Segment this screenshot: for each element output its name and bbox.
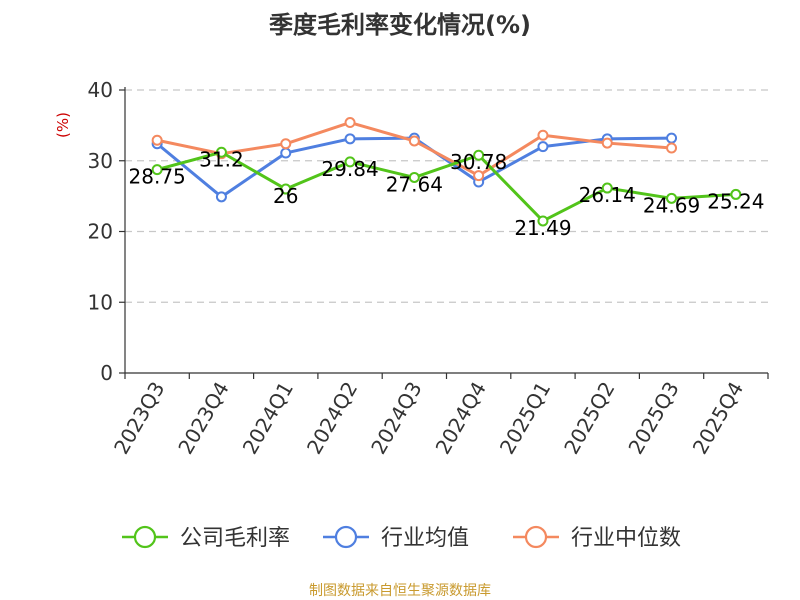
- data-label: 30.78: [450, 150, 507, 174]
- series-line: [156, 150, 736, 223]
- legend-label: 行业中位数: [571, 526, 681, 551]
- x-tick-label: 2025Q4: [688, 378, 748, 459]
- data-point[interactable]: [601, 137, 613, 149]
- series-layer: [151, 117, 742, 227]
- legend-marker: [334, 525, 358, 549]
- data-label: 26.14: [579, 183, 636, 207]
- data-point[interactable]: [344, 133, 356, 145]
- data-point[interactable]: [280, 147, 292, 159]
- x-tick-label: 2025Q2: [559, 378, 619, 459]
- data-label: 25.24: [707, 189, 764, 213]
- legend-marker: [133, 525, 157, 549]
- data-point[interactable]: [473, 149, 485, 161]
- x-tick-label: 2025Q3: [623, 378, 683, 459]
- data-label: 28.75: [129, 165, 186, 189]
- chart-title: 季度毛利率变化情况(%): [269, 11, 531, 39]
- data-point[interactable]: [601, 182, 613, 194]
- data-point[interactable]: [151, 134, 163, 146]
- data-label: 31.2: [199, 147, 244, 171]
- data-point[interactable]: [344, 156, 356, 168]
- data-point[interactable]: [344, 117, 356, 129]
- data-point[interactable]: [537, 141, 549, 153]
- y-tick-label: 40: [88, 78, 113, 102]
- legend-item[interactable]: 行业中位数: [513, 525, 681, 551]
- data-label: 21.49: [514, 216, 571, 240]
- data-point[interactable]: [215, 191, 227, 203]
- x-tick-label: 2024Q1: [238, 378, 298, 459]
- y-tick-label: 30: [88, 149, 113, 173]
- data-point[interactable]: [473, 170, 485, 182]
- data-point[interactable]: [666, 142, 678, 154]
- legend-item[interactable]: 行业均值: [323, 525, 469, 551]
- legend[interactable]: 公司毛利率 行业均值 行业中位数: [122, 525, 681, 551]
- data-point[interactable]: [730, 188, 742, 200]
- data-point[interactable]: [537, 129, 549, 141]
- y-axis-label: (%): [54, 112, 72, 138]
- y-tick-label: 20: [88, 220, 113, 244]
- data-point[interactable]: [151, 164, 163, 176]
- data-label: 29.84: [321, 157, 378, 181]
- legend-item[interactable]: 公司毛利率: [122, 525, 290, 551]
- x-tick-label: 2023Q3: [109, 378, 169, 459]
- y-tick-label: 0: [100, 361, 113, 385]
- x-tick-label: 2025Q1: [495, 378, 555, 459]
- x-tick-label: 2024Q2: [302, 378, 362, 459]
- legend-marker: [524, 525, 548, 549]
- data-point[interactable]: [280, 183, 292, 195]
- data-labels: 28.75 31.2 26 29.84 27.64 30.78 21.49 26.14 24.6…: [129, 147, 765, 240]
- y-tick-label: 10: [88, 290, 113, 314]
- data-point[interactable]: [408, 135, 420, 147]
- x-tick-label: 2023Q4: [173, 378, 233, 459]
- x-tick-label: 2024Q3: [366, 378, 426, 459]
- data-point[interactable]: [666, 132, 678, 144]
- data-point[interactable]: [666, 192, 678, 204]
- data-label: 24.69: [643, 193, 700, 217]
- data-point[interactable]: [280, 138, 292, 150]
- data-label: 27.64: [386, 172, 443, 196]
- data-point[interactable]: [537, 215, 549, 227]
- legend-label: 行业均值: [381, 526, 469, 551]
- x-tick-label: 2024Q4: [431, 378, 491, 459]
- data-point[interactable]: [215, 146, 227, 158]
- source-footnote: 制图数据来自恒生聚源数据库: [309, 583, 491, 599]
- data-label: 26: [273, 184, 298, 208]
- data-point[interactable]: [408, 171, 420, 183]
- legend-label: 公司毛利率: [180, 526, 290, 551]
